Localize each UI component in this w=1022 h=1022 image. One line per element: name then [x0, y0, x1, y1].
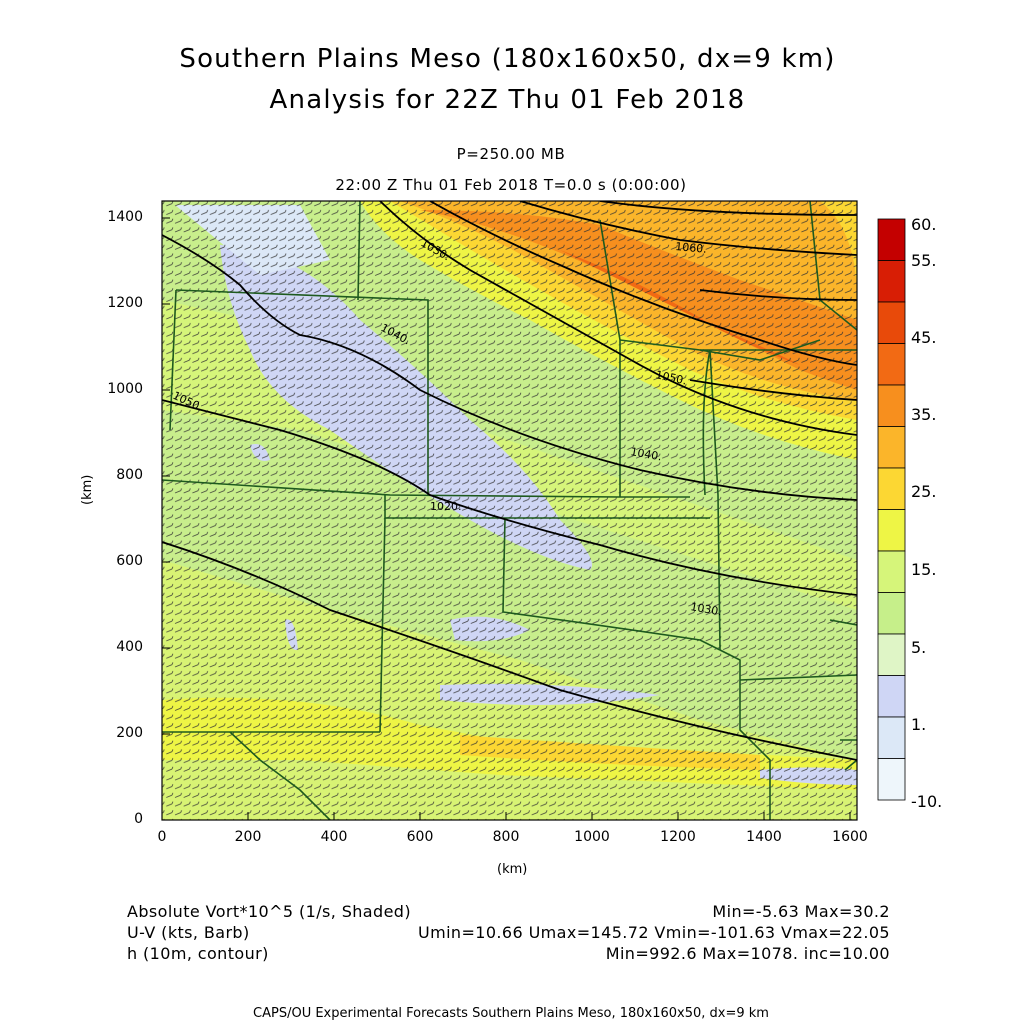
colorbar-swatch [877, 550, 906, 593]
footer-credit: CAPS/OU Experimental Forecasts Southern … [253, 1006, 769, 1021]
y-tick-label: 200 [116, 725, 143, 741]
colorbar-swatch [877, 758, 906, 801]
x-tick-label: 1600 [832, 829, 868, 845]
plot-frame [161, 200, 858, 821]
contour-label: 1060. [675, 240, 708, 256]
contour-label: 1040. [629, 445, 662, 463]
colorbar-swatch [877, 301, 906, 344]
y-tick-label: 0 [134, 811, 143, 827]
colorbar-label: 5. [911, 638, 927, 657]
colorbar-label: 1. [911, 715, 927, 734]
contour-label: 1030. [689, 600, 722, 618]
colorbar-swatch [877, 260, 906, 303]
colorbar-label: 55. [911, 251, 937, 270]
x-tick-label: 200 [234, 829, 262, 845]
x-tick-label: 1200 [660, 829, 696, 845]
legend-barb-range: Umin=10.66 Umax=145.72 Vmin=-101.63 Vmax… [417, 923, 890, 942]
colorbar-swatch [877, 592, 906, 635]
legend-contour: h (10m, contour) [127, 944, 269, 963]
height-contours [162, 201, 857, 761]
colorbar-swatch [877, 509, 906, 552]
x-tick-label: 600 [406, 829, 434, 845]
legend-barb: U-V (kts, Barb) [127, 923, 250, 942]
y-tick-label: 1000 [107, 381, 143, 397]
colorbar-swatch [877, 384, 906, 427]
legend-contour-range: Min=992.6 Max=1078. inc=10.00 [605, 944, 890, 963]
colorbar-swatch [877, 343, 906, 386]
colorbar-label: 60. [911, 215, 937, 234]
x-tick-label: 1400 [746, 829, 782, 845]
colorbar-swatch [877, 467, 906, 510]
colorbar-swatch [877, 675, 906, 718]
title-line-2: Analysis for 22Z Thu 01 Feb 2018 [269, 85, 746, 115]
colorbar-label: 15. [911, 560, 937, 579]
contour-label: 1020. [430, 500, 462, 513]
colorbar-swatch [877, 218, 906, 261]
axis-ticks [161, 217, 851, 821]
y-axis-label: (km) [80, 474, 95, 505]
pressure-level: P=250.00 MB [456, 145, 566, 163]
plot-area [162, 201, 857, 820]
x-tick-label: 0 [157, 829, 167, 845]
x-tick-label: 400 [320, 829, 348, 845]
state-boundaries [162, 201, 857, 820]
colorbar-label: 45. [911, 328, 937, 347]
y-tick-label: 1200 [107, 295, 143, 311]
y-tick-label: 600 [116, 553, 143, 569]
y-tick-label: 800 [116, 467, 143, 483]
legend-shaded-range: Min=-5.63 Max=30.2 [712, 902, 890, 921]
colorbar-label: 35. [911, 405, 937, 424]
wind-barbs [162, 201, 857, 820]
colorbar-swatch [877, 716, 906, 759]
y-tick-label: 400 [116, 639, 143, 655]
colorbar-label: -10. [911, 792, 943, 811]
colorbar-swatch [877, 426, 906, 469]
y-tick-label: 1400 [107, 209, 143, 225]
x-tick-label: 1000 [574, 829, 610, 845]
valid-time: 22:00 Z Thu 01 Feb 2018 T=0.0 s (0:00:00… [335, 176, 687, 194]
colorbar-swatch [877, 633, 906, 676]
title-line-1: Southern Plains Meso (180x160x50, dx=9 k… [179, 44, 836, 74]
colorbar [877, 218, 906, 801]
contour-label: 1050. [654, 368, 688, 387]
legend-shaded: Absolute Vort*10^5 (1/s, Shaded) [127, 902, 412, 921]
x-axis-label: (km) [497, 862, 528, 877]
x-tick-label: 800 [492, 829, 520, 845]
colorbar-label: 25. [911, 482, 937, 501]
